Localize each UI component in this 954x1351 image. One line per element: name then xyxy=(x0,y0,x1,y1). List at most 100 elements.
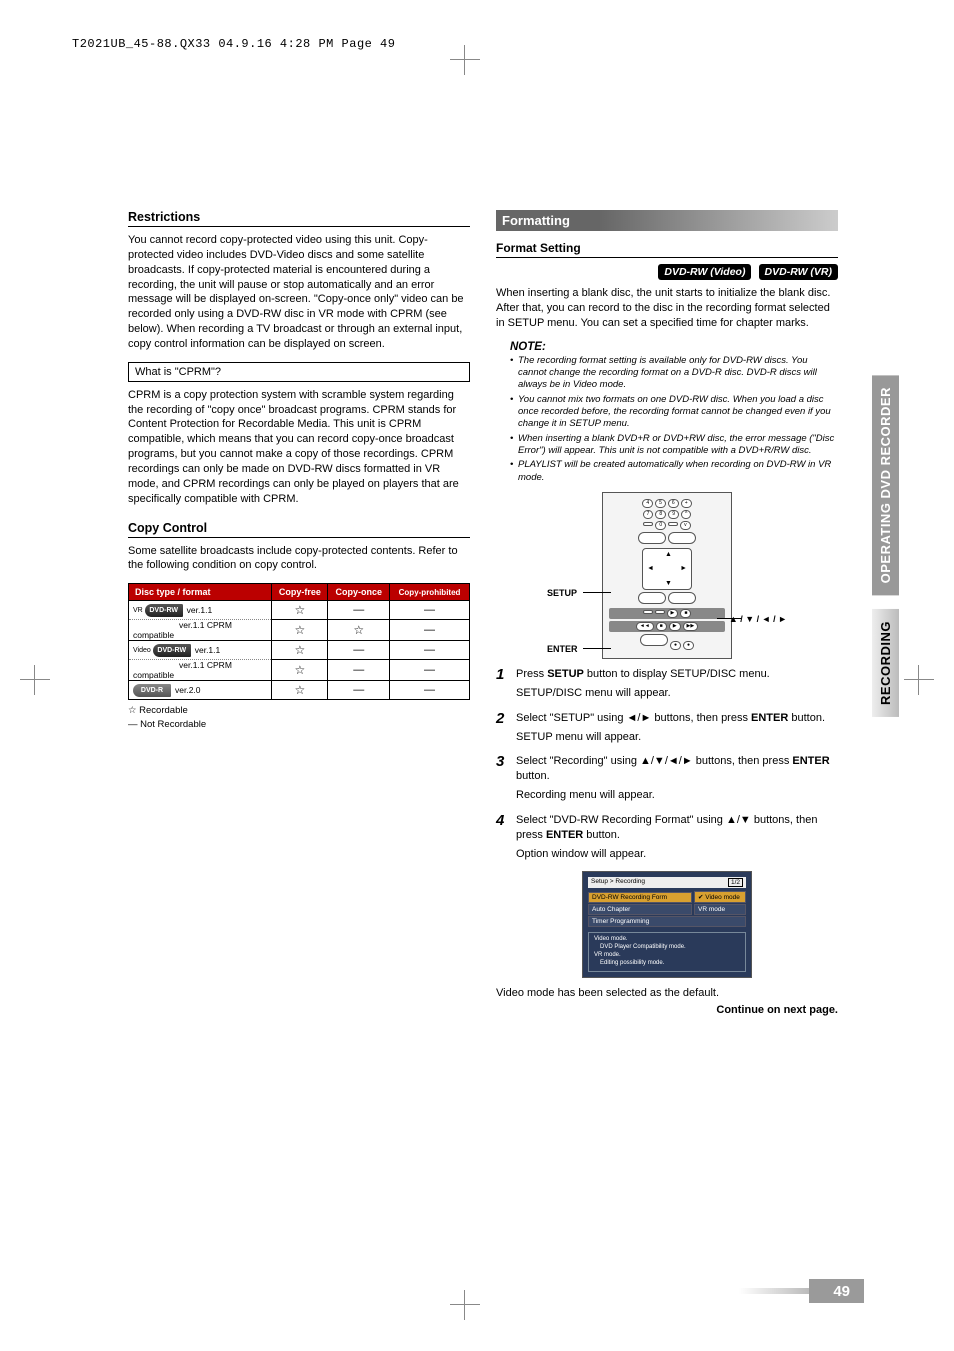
step-item: Select "SETUP" using ◄/► buttons, then p… xyxy=(496,711,838,745)
formatting-heading: Formatting xyxy=(496,210,838,231)
copy-control-table: Disc type / format Copy-free Copy-once C… xyxy=(128,583,470,700)
table-row: ver.1.1 CPRM compatible☆☆— xyxy=(129,620,470,641)
step-button-name: ENTER xyxy=(751,712,788,724)
note-item: PLAYLIST will be created automatically w… xyxy=(510,459,838,484)
copy-control-body: Some satellite broadcasts include copy-p… xyxy=(128,544,470,574)
copy-cell: — xyxy=(390,641,470,660)
copy-cell: ☆ xyxy=(272,660,328,681)
side-tabs: OPERATING DVD RECORDER RECORDING xyxy=(872,375,899,717)
step-result: Option window will appear. xyxy=(516,847,838,862)
screenshot-row: DVD-RW Recording Form✔ Video mode xyxy=(588,891,746,903)
screenshot-title: Setup > Recording 1/2 xyxy=(588,877,746,888)
step-button-name: ENTER xyxy=(792,755,829,767)
copy-control-heading: Copy Control xyxy=(128,521,470,538)
table-header-once: Copy-once xyxy=(328,584,390,601)
disc-cell: ver.1.1 CPRM compatible xyxy=(129,660,272,681)
step-result: SETUP/DISC menu will appear. xyxy=(516,686,838,701)
remote-box: 456+ 789^ 0 v ▲ ▼ ◄ ► ▶■ ◄◄■▶▶▶ ●● xyxy=(602,492,732,659)
crop-mark-right xyxy=(909,670,929,695)
disc-format-text: ver.1.1 CPRM compatible xyxy=(133,620,232,640)
cprm-body: CPRM is a copy protection system with sc… xyxy=(128,388,470,507)
step-button-name: ENTER xyxy=(546,829,583,841)
copy-cell: — xyxy=(328,641,390,660)
remote-line xyxy=(583,648,611,649)
step-button-name: SETUP xyxy=(547,668,584,680)
copy-cell: — xyxy=(390,620,470,641)
restrictions-body: You cannot record copy-protected video u… xyxy=(128,233,470,352)
badge-video: DVD-RW (Video) xyxy=(658,264,751,280)
table-row: ver.1.1 CPRM compatible☆—— xyxy=(129,660,470,681)
crop-mark-bottom xyxy=(455,1295,475,1320)
restrictions-heading: Restrictions xyxy=(128,210,470,227)
format-setting-heading: Format Setting xyxy=(496,241,838,258)
note-title: NOTE: xyxy=(510,341,838,353)
copy-cell: — xyxy=(328,601,390,620)
desc-line: DVD Player Compatibility mode. xyxy=(594,944,740,952)
copy-cell: ☆ xyxy=(272,620,328,641)
table-legend: ☆ Recordable — Not Recordable xyxy=(128,704,470,733)
remote-line xyxy=(717,618,741,619)
copy-cell: — xyxy=(390,660,470,681)
page-number: 49 xyxy=(809,1279,864,1303)
copy-cell: ☆ xyxy=(328,620,390,641)
note-item: You cannot mix two formats on one DVD-RW… xyxy=(510,394,838,431)
side-tab-recording: RECORDING xyxy=(872,609,899,717)
screenshot-row: Timer Programming xyxy=(588,916,746,927)
print-header-info: T2021UB_45-88.QX33 04.9.16 4:28 PM Page … xyxy=(72,37,395,51)
screenshot-title-left: Setup > Recording xyxy=(591,878,645,887)
disc-format-text: ver.2.0 xyxy=(175,684,201,694)
continue-text: Continue on next page. xyxy=(496,1004,838,1016)
desc-line: VR mode. xyxy=(594,952,740,960)
disc-badges: DVD-RW (Video) DVD-RW (VR) xyxy=(496,264,838,280)
right-column: Formatting Format Setting DVD-RW (Video)… xyxy=(496,210,838,1016)
notes-list: The recording format setting is availabl… xyxy=(510,355,838,484)
left-column: Restrictions You cannot record copy-prot… xyxy=(128,210,470,1016)
copy-cell: ☆ xyxy=(272,681,328,700)
screenshot-row: Auto ChapterVR mode xyxy=(588,904,746,915)
remote-diagram: SETUP ENTER ▲ / ▼ / ◄ / ► 456+ 789^ 0 v … xyxy=(547,492,787,659)
remote-line xyxy=(583,592,611,593)
cprm-question-box: What is "CPRM"? xyxy=(128,362,470,382)
desc-line: Video mode. xyxy=(594,936,740,944)
after-screenshot-text: Video mode has been selected as the defa… xyxy=(496,986,838,1001)
disc-format-text: ver.1.1 CPRM compatible xyxy=(133,660,232,680)
screenshot-row-label: Auto Chapter xyxy=(588,904,692,915)
legend-not-recordable: — Not Recordable xyxy=(128,718,470,732)
screenshot-row-label: DVD-RW Recording Form xyxy=(588,892,692,903)
setup-screenshot: Setup > Recording 1/2 DVD-RW Recording F… xyxy=(582,871,752,977)
disc-cell: DVD-R ver.2.0 xyxy=(129,681,272,700)
screenshot-description: Video mode. DVD Player Compatibility mod… xyxy=(588,932,746,971)
copy-cell: — xyxy=(390,601,470,620)
disc-logo-icon: DVD-RW xyxy=(145,604,183,617)
formatting-intro: When inserting a blank disc, the unit st… xyxy=(496,286,838,331)
disc-format-text: ver.1.1 xyxy=(195,644,221,654)
table-row: Video DVD-RWver.1.1☆—— xyxy=(129,641,470,660)
copy-cell: — xyxy=(328,681,390,700)
note-item: The recording format setting is availabl… xyxy=(510,355,838,392)
table-header-free: Copy-free xyxy=(272,584,328,601)
step-result: Recording menu will appear. xyxy=(516,788,838,803)
step-item: Select "DVD-RW Recording Format" using ▲… xyxy=(496,813,838,862)
screenshot-row-value: VR mode xyxy=(694,904,746,915)
note-item: When inserting a blank DVD+R or DVD+RW d… xyxy=(510,433,838,458)
screenshot-row-value: ✔ Video mode xyxy=(694,891,746,903)
screenshot-row-label: Timer Programming xyxy=(588,916,746,927)
desc-line: Editing possibility mode. xyxy=(594,960,740,968)
page-content: Restrictions You cannot record copy-prot… xyxy=(128,210,838,1016)
table-row: DVD-Rver.2.0☆—— xyxy=(129,681,470,700)
crop-mark-left xyxy=(25,670,45,695)
copy-cell: ☆ xyxy=(272,641,328,660)
steps-list: Press SETUP button to display SETUP/DISC… xyxy=(496,667,838,861)
step-result: SETUP menu will appear. xyxy=(516,730,838,745)
crop-mark-top xyxy=(455,50,475,75)
disc-cell: VR DVD-RWver.1.1 xyxy=(129,601,272,620)
badge-vr: DVD-RW (VR) xyxy=(759,264,838,280)
side-tab-operating: OPERATING DVD RECORDER xyxy=(872,375,899,595)
step-item: Press SETUP button to display SETUP/DISC… xyxy=(496,667,838,701)
copy-cell: — xyxy=(328,660,390,681)
copy-cell: ☆ xyxy=(272,601,328,620)
table-header-disc: Disc type / format xyxy=(129,584,272,601)
disc-logo-icon: DVD-R xyxy=(133,684,171,697)
legend-recordable: ☆ Recordable xyxy=(128,704,470,718)
disc-format-text: ver.1.1 xyxy=(187,604,213,614)
